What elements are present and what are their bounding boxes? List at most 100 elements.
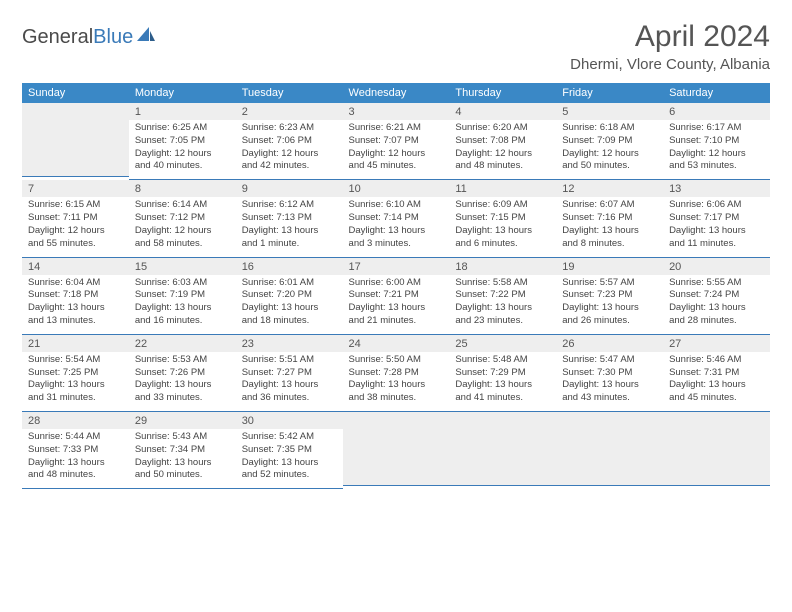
day-number: 30 (236, 412, 343, 429)
day-sunrise: Sunrise: 6:25 AM (135, 122, 230, 135)
day-info: Sunrise: 6:03 AMSunset: 7:19 PMDaylight:… (129, 275, 236, 334)
day-sunset: Sunset: 7:06 PM (242, 135, 337, 148)
calendar-cell: 2Sunrise: 6:23 AMSunset: 7:06 PMDaylight… (236, 103, 343, 180)
calendar-cell: 5Sunrise: 6:18 AMSunset: 7:09 PMDaylight… (556, 103, 663, 180)
day-daylight2: and 50 minutes. (135, 469, 230, 482)
day-daylight1: Daylight: 13 hours (562, 379, 657, 392)
day-sunrise: Sunrise: 5:47 AM (562, 354, 657, 367)
day-cell: 20Sunrise: 5:55 AMSunset: 7:24 PMDayligh… (663, 258, 770, 335)
day-cell: 26Sunrise: 5:47 AMSunset: 7:30 PMDayligh… (556, 335, 663, 412)
day-cell: 1Sunrise: 6:25 AMSunset: 7:05 PMDaylight… (129, 103, 236, 180)
calendar-cell: 29Sunrise: 5:43 AMSunset: 7:34 PMDayligh… (129, 412, 236, 489)
day-cell: 14Sunrise: 6:04 AMSunset: 7:18 PMDayligh… (22, 258, 129, 335)
day-info: Sunrise: 5:46 AMSunset: 7:31 PMDaylight:… (663, 352, 770, 411)
day-sunset: Sunset: 7:05 PM (135, 135, 230, 148)
day-sunrise: Sunrise: 5:46 AM (669, 354, 764, 367)
day-number: 25 (449, 335, 556, 352)
day-daylight1: Daylight: 13 hours (349, 379, 444, 392)
calendar-cell: 18Sunrise: 5:58 AMSunset: 7:22 PMDayligh… (449, 258, 556, 335)
day-sunset: Sunset: 7:26 PM (135, 367, 230, 380)
calendar-cell (343, 412, 450, 489)
day-sunrise: Sunrise: 6:15 AM (28, 199, 123, 212)
day-daylight1: Daylight: 13 hours (135, 379, 230, 392)
calendar-cell: 25Sunrise: 5:48 AMSunset: 7:29 PMDayligh… (449, 335, 556, 412)
calendar-week-row: 7Sunrise: 6:15 AMSunset: 7:11 PMDaylight… (22, 180, 770, 257)
day-sunset: Sunset: 7:35 PM (242, 444, 337, 457)
day-number: 10 (343, 180, 450, 197)
day-cell: 15Sunrise: 6:03 AMSunset: 7:19 PMDayligh… (129, 258, 236, 335)
day-daylight1: Daylight: 13 hours (562, 225, 657, 238)
day-cell: 21Sunrise: 5:54 AMSunset: 7:25 PMDayligh… (22, 335, 129, 412)
empty-cell (663, 412, 770, 486)
day-daylight1: Daylight: 13 hours (242, 457, 337, 470)
day-info (556, 429, 663, 485)
day-info: Sunrise: 6:00 AMSunset: 7:21 PMDaylight:… (343, 275, 450, 334)
calendar-cell: 27Sunrise: 5:46 AMSunset: 7:31 PMDayligh… (663, 335, 770, 412)
day-number: 27 (663, 335, 770, 352)
day-number: 8 (129, 180, 236, 197)
weekday-header: Friday (556, 83, 663, 103)
location: Dhermi, Vlore County, Albania (570, 56, 770, 73)
calendar-cell: 10Sunrise: 6:10 AMSunset: 7:14 PMDayligh… (343, 180, 450, 257)
calendar-cell: 19Sunrise: 5:57 AMSunset: 7:23 PMDayligh… (556, 258, 663, 335)
day-number: 9 (236, 180, 343, 197)
day-number: 3 (343, 103, 450, 120)
day-daylight2: and 43 minutes. (562, 392, 657, 405)
day-daylight1: Daylight: 12 hours (28, 225, 123, 238)
calendar-cell: 4Sunrise: 6:20 AMSunset: 7:08 PMDaylight… (449, 103, 556, 180)
day-cell: 4Sunrise: 6:20 AMSunset: 7:08 PMDaylight… (449, 103, 556, 180)
calendar-cell (663, 412, 770, 489)
day-number: 2 (236, 103, 343, 120)
day-number: 21 (22, 335, 129, 352)
day-info: Sunrise: 5:42 AMSunset: 7:35 PMDaylight:… (236, 429, 343, 488)
day-sunset: Sunset: 7:33 PM (28, 444, 123, 457)
day-info (22, 120, 129, 176)
day-info: Sunrise: 6:23 AMSunset: 7:06 PMDaylight:… (236, 120, 343, 179)
day-cell: 18Sunrise: 5:58 AMSunset: 7:22 PMDayligh… (449, 258, 556, 335)
day-sunrise: Sunrise: 6:04 AM (28, 277, 123, 290)
calendar-cell: 26Sunrise: 5:47 AMSunset: 7:30 PMDayligh… (556, 335, 663, 412)
day-number: 18 (449, 258, 556, 275)
day-info: Sunrise: 6:07 AMSunset: 7:16 PMDaylight:… (556, 197, 663, 256)
day-info: Sunrise: 6:17 AMSunset: 7:10 PMDaylight:… (663, 120, 770, 179)
day-sunset: Sunset: 7:31 PM (669, 367, 764, 380)
day-cell: 25Sunrise: 5:48 AMSunset: 7:29 PMDayligh… (449, 335, 556, 412)
day-sunrise: Sunrise: 6:12 AM (242, 199, 337, 212)
weekday-header: Thursday (449, 83, 556, 103)
day-info: Sunrise: 6:21 AMSunset: 7:07 PMDaylight:… (343, 120, 450, 179)
day-sunset: Sunset: 7:08 PM (455, 135, 550, 148)
day-daylight2: and 52 minutes. (242, 469, 337, 482)
day-daylight1: Daylight: 13 hours (135, 302, 230, 315)
empty-cell (556, 412, 663, 486)
day-number: 14 (22, 258, 129, 275)
day-daylight2: and 26 minutes. (562, 315, 657, 328)
day-number: 28 (22, 412, 129, 429)
day-daylight2: and 38 minutes. (349, 392, 444, 405)
day-cell: 24Sunrise: 5:50 AMSunset: 7:28 PMDayligh… (343, 335, 450, 412)
day-sunrise: Sunrise: 6:09 AM (455, 199, 550, 212)
empty-cell (343, 412, 450, 486)
day-info: Sunrise: 6:06 AMSunset: 7:17 PMDaylight:… (663, 197, 770, 256)
day-sunset: Sunset: 7:09 PM (562, 135, 657, 148)
day-daylight1: Daylight: 13 hours (455, 302, 550, 315)
day-daylight1: Daylight: 12 hours (562, 148, 657, 161)
day-number: 22 (129, 335, 236, 352)
logo-text: GeneralBlue (22, 26, 133, 49)
day-daylight2: and 23 minutes. (455, 315, 550, 328)
logo-text-blue: Blue (93, 26, 133, 48)
day-sunrise: Sunrise: 5:48 AM (455, 354, 550, 367)
day-cell: 23Sunrise: 5:51 AMSunset: 7:27 PMDayligh… (236, 335, 343, 412)
day-cell: 16Sunrise: 6:01 AMSunset: 7:20 PMDayligh… (236, 258, 343, 335)
calendar-cell: 1Sunrise: 6:25 AMSunset: 7:05 PMDaylight… (129, 103, 236, 180)
day-cell: 2Sunrise: 6:23 AMSunset: 7:06 PMDaylight… (236, 103, 343, 180)
calendar-cell: 15Sunrise: 6:03 AMSunset: 7:19 PMDayligh… (129, 258, 236, 335)
day-sunset: Sunset: 7:10 PM (669, 135, 764, 148)
day-number: 17 (343, 258, 450, 275)
day-daylight1: Daylight: 13 hours (242, 379, 337, 392)
day-number: 16 (236, 258, 343, 275)
day-cell: 17Sunrise: 6:00 AMSunset: 7:21 PMDayligh… (343, 258, 450, 335)
day-number: 11 (449, 180, 556, 197)
calendar-cell: 11Sunrise: 6:09 AMSunset: 7:15 PMDayligh… (449, 180, 556, 257)
day-daylight1: Daylight: 13 hours (562, 302, 657, 315)
day-daylight1: Daylight: 13 hours (669, 302, 764, 315)
